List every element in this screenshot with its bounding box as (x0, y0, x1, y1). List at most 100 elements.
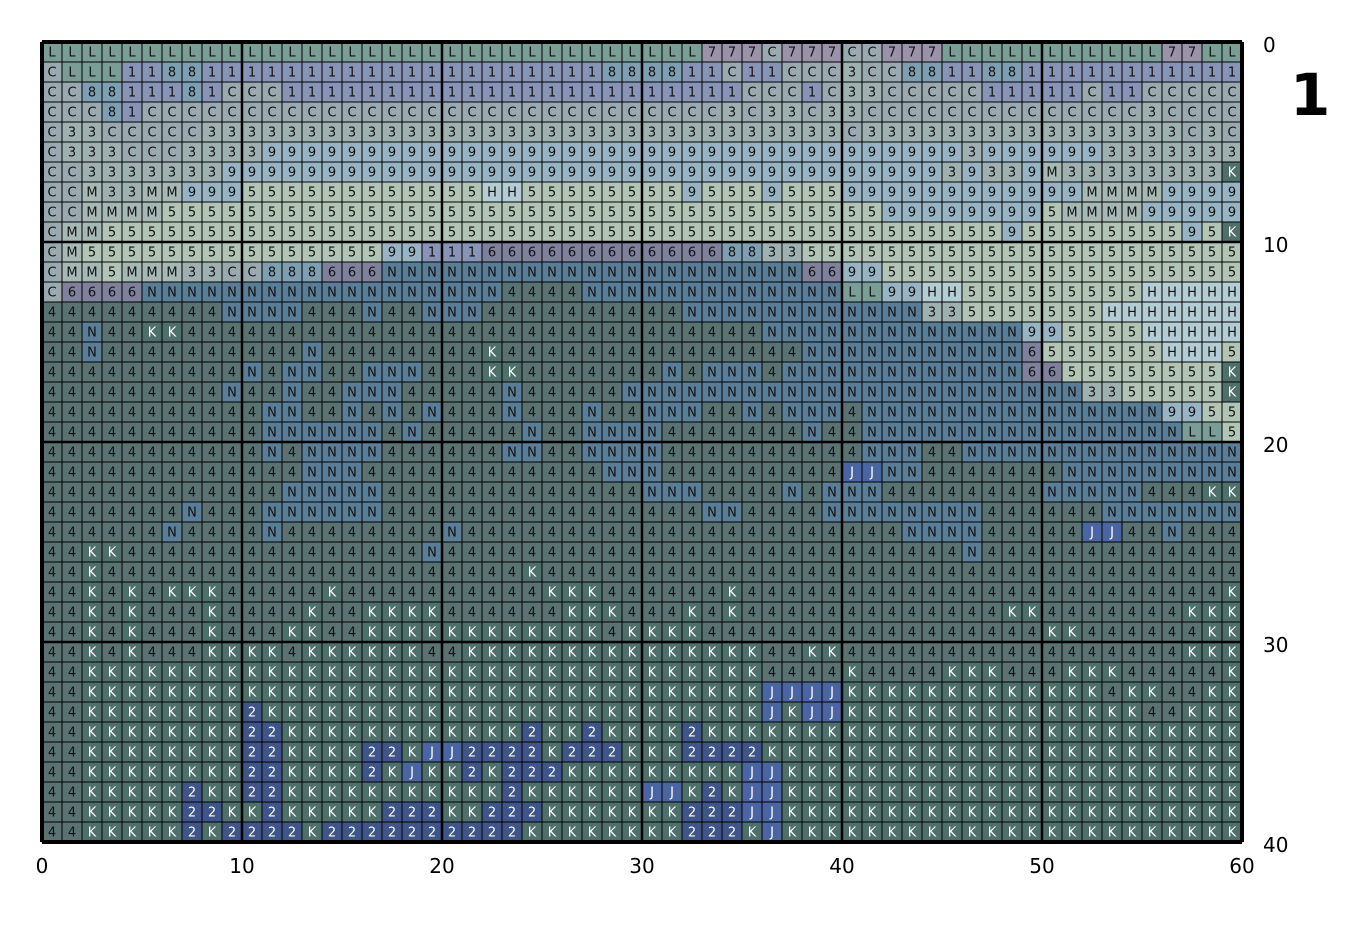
stitch-symbol: 4 (548, 406, 556, 421)
stitch-symbol: 9 (608, 146, 616, 161)
stitch-symbol: 2 (268, 786, 276, 801)
stitch-symbol: K (1148, 766, 1157, 781)
stitch-symbol: C (447, 106, 456, 121)
stitch-symbol: K (648, 766, 657, 781)
stitch-symbol: 4 (408, 486, 416, 501)
stitch-symbol: 8 (648, 66, 656, 81)
stitch-symbol: N (987, 426, 997, 441)
stitch-symbol: 4 (708, 426, 716, 441)
stitch-symbol: K (628, 786, 637, 801)
stitch-symbol: K (568, 806, 577, 821)
stitch-symbol: N (927, 366, 937, 381)
stitch-symbol: 4 (248, 526, 256, 541)
stitch-symbol: K (1008, 746, 1017, 761)
stitch-symbol: 4 (668, 326, 676, 341)
stitch-symbol: N (327, 426, 337, 441)
stitch-symbol: C (987, 106, 996, 121)
stitch-symbol: 1 (1128, 66, 1136, 81)
stitch-symbol: 6 (1028, 346, 1036, 361)
stitch-symbol: N (947, 526, 957, 541)
stitch-symbol: 3 (1088, 126, 1096, 141)
stitch-symbol: 5 (628, 206, 636, 221)
stitch-symbol: 4 (848, 526, 856, 541)
stitch-symbol: 2 (348, 826, 356, 841)
x-tick-label: 50 (1029, 854, 1054, 878)
stitch-symbol: 5 (1008, 266, 1016, 281)
stitch-symbol: 9 (448, 146, 456, 161)
stitch-symbol: 4 (228, 526, 236, 541)
stitch-symbol: 4 (108, 446, 116, 461)
stitch-symbol: 4 (428, 486, 436, 501)
stitch-symbol: K (468, 626, 477, 641)
stitch-symbol: 3 (1148, 166, 1156, 181)
stitch-symbol: K (1088, 686, 1097, 701)
stitch-symbol: 3 (1148, 106, 1156, 121)
stitch-symbol: K (588, 646, 597, 661)
stitch-symbol: K (508, 726, 517, 741)
stitch-symbol: N (1147, 506, 1157, 521)
stitch-symbol: 7 (1188, 46, 1196, 61)
stitch-symbol: 4 (368, 466, 376, 481)
stitch-symbol: K (288, 626, 297, 641)
stitch-symbol: N (827, 486, 837, 501)
stitch-symbol: K (188, 706, 197, 721)
stitch-symbol: 3 (848, 86, 856, 101)
stitch-symbol: K (1168, 766, 1177, 781)
stitch-symbol: N (867, 366, 877, 381)
stitch-symbol: K (968, 826, 977, 841)
stitch-symbol: 8 (608, 66, 616, 81)
stitch-symbol: K (488, 346, 497, 361)
stitch-symbol: 4 (548, 546, 556, 561)
stitch-symbol: K (948, 806, 957, 821)
stitch-symbol: N (647, 486, 657, 501)
stitch-symbol: L (488, 46, 496, 61)
stitch-symbol: 4 (628, 306, 636, 321)
stitch-symbol: K (1168, 826, 1177, 841)
stitch-symbol: 4 (808, 466, 816, 481)
stitch-symbol: 4 (248, 346, 256, 361)
stitch-symbol: K (688, 646, 697, 661)
stitch-symbol: N (1147, 466, 1157, 481)
stitch-symbol: N (307, 446, 317, 461)
stitch-symbol: 4 (48, 806, 56, 821)
stitch-symbol: 4 (48, 626, 56, 641)
stitch-symbol: 9 (868, 166, 876, 181)
stitch-symbol: 8 (908, 66, 916, 81)
stitch-symbol: 3 (1088, 166, 1096, 181)
stitch-symbol: N (347, 426, 357, 441)
stitch-symbol: K (388, 766, 397, 781)
stitch-symbol: 4 (1028, 666, 1036, 681)
stitch-symbol: 9 (408, 146, 416, 161)
stitch-symbol: K (368, 726, 377, 741)
stitch-symbol: 4 (1128, 586, 1136, 601)
stitch-symbol: K (648, 666, 657, 681)
stitch-symbol: 4 (808, 606, 816, 621)
stitch-symbol: 1 (1228, 66, 1236, 81)
stitch-symbol: N (1227, 506, 1237, 521)
stitch-symbol: K (208, 746, 217, 761)
stitch-symbol: 1 (1128, 86, 1136, 101)
stitch-symbol: 5 (1088, 366, 1096, 381)
stitch-symbol: 5 (848, 206, 856, 221)
stitch-symbol: 5 (328, 246, 336, 261)
stitch-symbol: K (568, 606, 577, 621)
stitch-symbol: K (408, 786, 417, 801)
stitch-symbol: 4 (788, 566, 796, 581)
stitch-symbol: 9 (948, 186, 956, 201)
stitch-symbol: 1 (328, 86, 336, 101)
stitch-symbol: 4 (808, 446, 816, 461)
stitch-symbol: 5 (908, 246, 916, 261)
stitch-symbol: 4 (848, 626, 856, 641)
stitch-symbol: K (368, 806, 377, 821)
stitch-symbol: 4 (468, 566, 476, 581)
stitch-symbol: 5 (768, 226, 776, 241)
stitch-symbol: K (1068, 626, 1077, 641)
stitch-symbol: 9 (588, 146, 596, 161)
stitch-symbol: N (967, 386, 977, 401)
stitch-symbol: 5 (1208, 406, 1216, 421)
stitch-symbol: K (328, 726, 337, 741)
stitch-symbol: K (908, 746, 917, 761)
stitch-symbol: 1 (1068, 66, 1076, 81)
stitch-symbol: 9 (868, 266, 876, 281)
stitch-symbol: 4 (428, 506, 436, 521)
